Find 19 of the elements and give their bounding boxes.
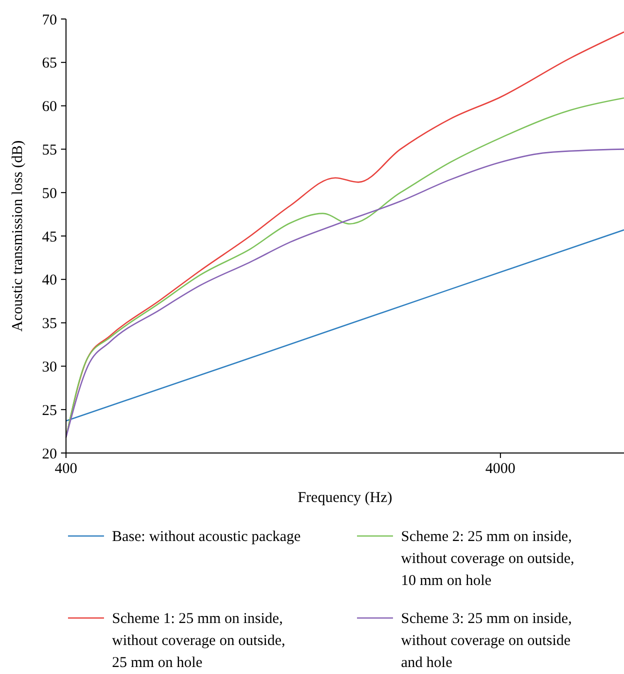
y-tick-label: 70 bbox=[42, 12, 57, 28]
legend-label: Scheme 2: 25 mm on inside, without coverage on outside, 10 mm on hole bbox=[401, 529, 574, 589]
x-axis-title: Frequency (Hz) bbox=[298, 490, 392, 506]
legend-label: Scheme 3: 25 mm on inside, without coverage on outside and hole bbox=[401, 611, 572, 671]
y-tick-label: 30 bbox=[42, 359, 57, 376]
y-tick-label: 35 bbox=[42, 316, 57, 332]
legend-label: Base: without acoustic package bbox=[112, 529, 302, 545]
y-tick-label: 55 bbox=[42, 142, 57, 158]
x-tick-label: 4000 bbox=[485, 461, 516, 477]
y-tick-label: 40 bbox=[42, 272, 57, 289]
x-tick-label: 400 bbox=[54, 461, 78, 477]
y-tick-label: 50 bbox=[42, 186, 57, 202]
y-tick-label: 60 bbox=[42, 99, 57, 116]
legend-label: Scheme 1: 25 mm on inside, without coverage on outside, 25 mm on hole bbox=[112, 611, 286, 671]
y-tick-label: 25 bbox=[42, 402, 57, 419]
y-axis-title: Acoustic transmission loss (dB) bbox=[10, 140, 26, 332]
y-tick-label: 45 bbox=[42, 229, 57, 246]
y-tick-label: 20 bbox=[42, 446, 57, 462]
y-tick-label: 65 bbox=[42, 56, 57, 72]
